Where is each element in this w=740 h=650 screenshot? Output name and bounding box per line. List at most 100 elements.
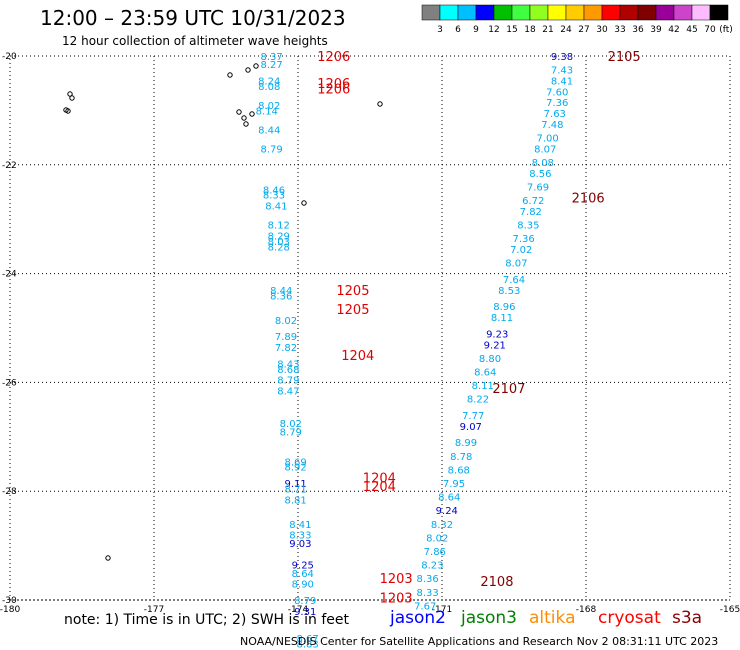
swh-label: 9.03 [289, 539, 311, 550]
island-outline [249, 111, 255, 117]
swh-label: 8.03 [268, 237, 290, 248]
swh-label: 7.63 [544, 109, 566, 120]
swh-label: 8.37 [260, 52, 282, 63]
legend-jason3: jason3 [461, 608, 517, 628]
pass-time-label: 1206 [317, 77, 350, 92]
colorbar-label: 15 [506, 25, 517, 35]
swh-label: 8.07 [534, 144, 556, 155]
chart-title: 12:00 – 23:59 UTC 10/31/2023 [40, 6, 346, 30]
colorbar-label: 70 [704, 25, 716, 35]
pass-time-label: 2105 [608, 50, 641, 65]
swh-label: 8.33 [416, 588, 438, 599]
swh-label: 8.79 [260, 144, 282, 155]
swh-label: 8.33 [289, 531, 311, 542]
swh-label: 8.78 [450, 452, 472, 463]
x-tick-label: -180 [0, 605, 20, 615]
island-outline [243, 121, 249, 127]
legend-jason2: jason2 [390, 608, 446, 628]
legend-s3a: s3a [672, 608, 703, 628]
swh-label: 8.02 [280, 419, 302, 430]
swh-label: 8.44 [258, 125, 280, 136]
footer-note: note: 1) Time is in UTC; 2) SWH is in fe… [64, 612, 350, 628]
swh-label: 8.67 [296, 634, 318, 645]
pass-time-label: 1203 [380, 572, 413, 587]
pass-time-label: 1206 [317, 50, 350, 65]
swh-label: 7.86 [424, 547, 446, 558]
swh-label: 7.89 [275, 332, 297, 343]
swh-label: 7.82 [275, 343, 297, 354]
colorbar-label: 18 [524, 25, 536, 35]
swh-label: 8.79 [294, 596, 316, 607]
swh-label: 8.35 [517, 221, 539, 232]
swh-label: 8.33 [263, 191, 285, 202]
colorbar-swatch [421, 4, 441, 21]
colorbar-swatch [601, 4, 621, 21]
swh-label: 8.12 [268, 221, 290, 232]
swh-label: 9.07 [460, 422, 482, 433]
swh-label: 9.38 [551, 52, 573, 63]
swh-label: 8.56 [529, 169, 551, 180]
swh-label: 8.24 [258, 76, 280, 87]
swh-label: 8.96 [493, 302, 515, 313]
swh-label: 8.08 [258, 82, 280, 93]
swh-label: 9.31 [294, 607, 316, 618]
colorbar-label: 12 [488, 25, 499, 35]
island-outline [377, 101, 383, 107]
swh-label: 8.41 [265, 202, 287, 213]
swh-label: 8.90 [292, 580, 314, 591]
swh-label: 7.60 [546, 87, 568, 98]
swh-label: 7.82 [520, 207, 542, 218]
swh-label: 8.27 [260, 60, 282, 71]
swh-label: 8.11 [472, 381, 494, 392]
swh-label: 8.44 [270, 286, 292, 297]
y-tick-label: -24 [2, 270, 17, 280]
pass-time-label: 1203 [380, 591, 413, 606]
chart-subtitle: 12 hour collection of altimeter wave hei… [62, 34, 328, 48]
colorbar-label: 45 [686, 25, 697, 35]
colorbar-swatch [709, 4, 729, 21]
swh-label: 8.41 [289, 520, 311, 531]
colorbar-label: 36 [632, 25, 644, 35]
legend-cryosat: cryosat [598, 608, 661, 628]
colorbar-swatch [565, 4, 585, 21]
pass-time-label: 1204 [363, 480, 396, 495]
swh-label: 8.23 [421, 561, 443, 572]
swh-label: 9.24 [436, 506, 458, 517]
colorbar-unit: (ft) [719, 25, 733, 35]
colorbar-swatch [529, 4, 549, 21]
swh-label: 8.41 [551, 76, 573, 87]
x-tick-label: -171 [432, 605, 452, 615]
swh-label: 8.32 [431, 520, 453, 531]
pass-time-label: 2107 [492, 382, 525, 397]
swh-label: 8.02 [426, 533, 448, 544]
swh-label: 8.08 [532, 158, 554, 169]
swh-label: 8.07 [505, 259, 527, 270]
swh-label: 9.23 [486, 329, 508, 340]
island-outline [301, 200, 307, 206]
swh-label: 8.83 [296, 640, 318, 650]
pass-time-label: 1205 [336, 284, 369, 299]
island-outline [241, 115, 247, 121]
pass-time-label: 2108 [480, 575, 513, 590]
colorbar-label: 3 [437, 25, 443, 35]
y-tick-label: -20 [2, 52, 17, 62]
pass-time-label: 1204 [363, 472, 396, 487]
colorbar-swatch [475, 4, 495, 21]
swh-label: 8.47 [277, 387, 299, 398]
y-tick-label: -30 [2, 596, 17, 606]
swh-label: 8.14 [256, 106, 278, 117]
island-outline [65, 108, 71, 114]
swh-label: 7.69 [527, 183, 549, 194]
island-outline [69, 95, 75, 101]
colorbar-label: 21 [542, 25, 553, 35]
colorbar-swatch [511, 4, 531, 21]
swh-label: 8.69 [284, 457, 306, 468]
pass-time-label: 2106 [572, 191, 605, 206]
colorbar-label: 24 [560, 25, 572, 35]
swh-label: 7.02 [510, 245, 532, 256]
swh-label: 8.46 [263, 185, 285, 196]
x-tick-label: -168 [576, 605, 597, 615]
island-outline [105, 555, 111, 561]
swh-label: 8.22 [467, 395, 489, 406]
swh-label: 7.64 [503, 275, 525, 286]
